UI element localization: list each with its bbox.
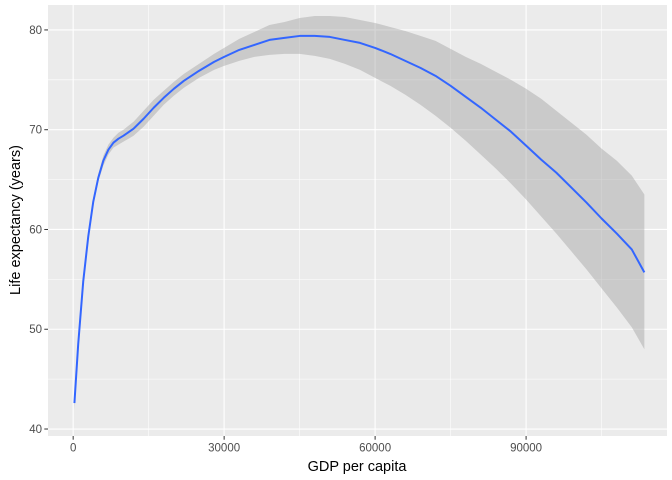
y-tick-label: 60 [29,224,42,236]
smooth-line [73,34,646,404]
x-axis: 0 30000 60000 90000 [70,436,542,455]
y-tick-label: 40 [29,424,42,436]
y-axis: 40 50 60 70 80 [29,25,48,436]
x-tick-label: 90000 [510,443,542,455]
confidence-band [74,15,645,411]
x-tick-label: 0 [70,443,76,455]
x-axis-title: GDP per capita [308,459,408,475]
x-tick-label: 60000 [359,443,391,455]
y-tick-label: 70 [29,125,42,137]
x-tick-label: 30000 [208,443,240,455]
y-tick-label: 50 [29,324,42,336]
smooth-line-layer [73,34,646,404]
plot-panel [48,5,667,436]
y-tick-label: 80 [29,25,42,37]
y-axis-title: Life expectancy (years) [8,145,24,295]
major-gridlines [48,5,667,436]
confidence-band-layer [74,15,645,411]
